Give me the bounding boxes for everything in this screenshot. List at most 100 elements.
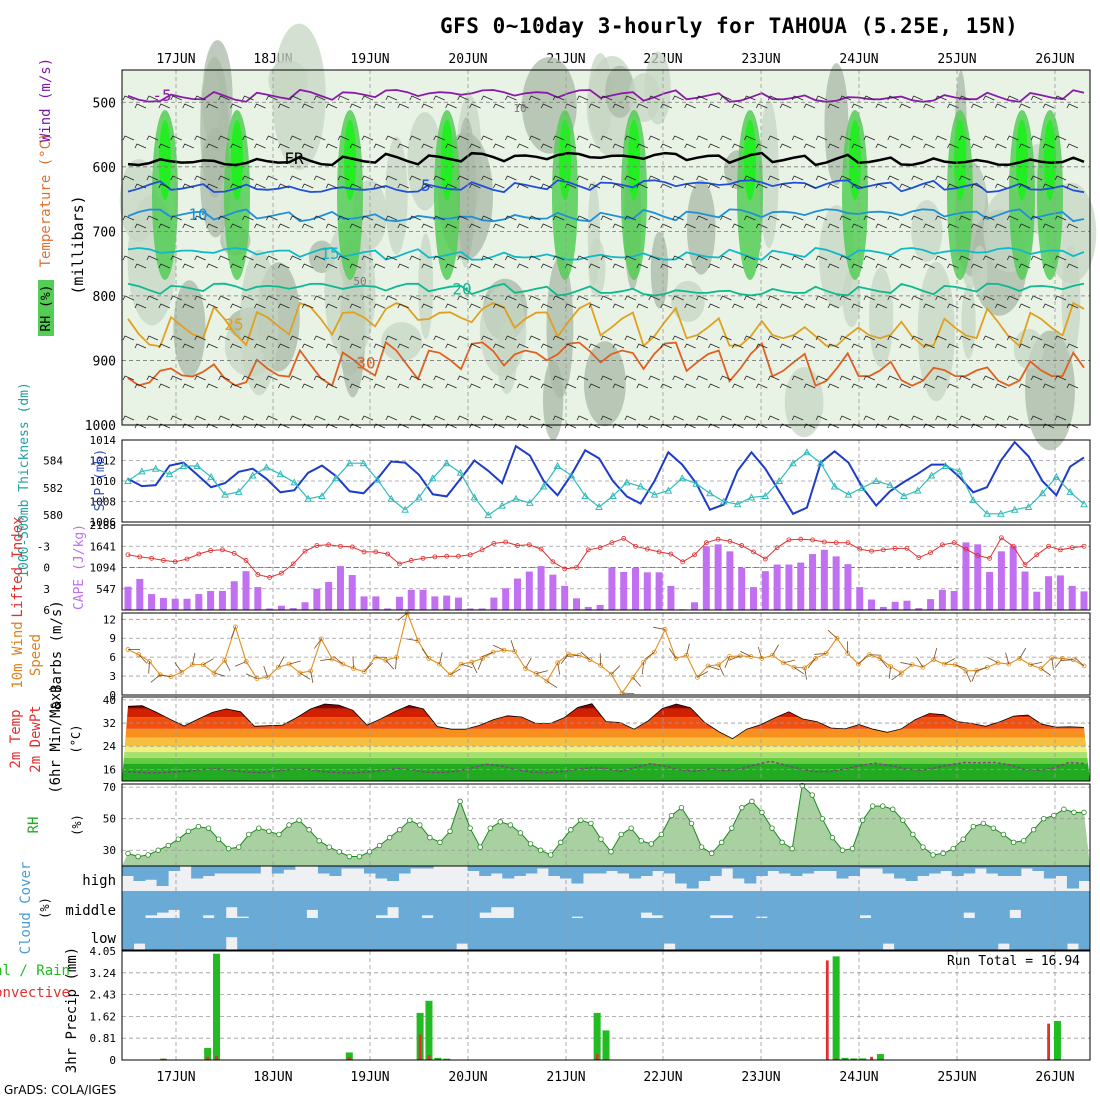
wind-barb [373,383,386,389]
thickness-point [872,476,881,484]
wind-speed-point [318,636,324,642]
wind-barb [421,263,433,269]
cloud-cover-cell [191,918,204,950]
rh-point [608,849,614,855]
lifted-index-point [798,536,804,542]
wind-barb [815,95,828,101]
wind-barb [708,223,720,229]
wind-barb [182,383,194,389]
wind-barb [911,95,923,101]
wind-barb [959,255,971,261]
wind-barb [1006,95,1019,101]
rh-point [1010,839,1017,846]
cloud-cover-cell [122,866,135,876]
wind-barb [600,255,613,261]
wind-barb [815,175,828,181]
wind-barb [588,103,601,109]
thickness-point [775,476,784,484]
cloud-cover-cell [813,866,826,871]
cape-bar [1045,576,1053,610]
wind-barb [612,423,625,429]
wind-barb [755,383,768,389]
wind-barb [1018,343,1031,349]
wind-barb [1019,647,1027,659]
wind-barb [994,423,1007,429]
wind-barb [839,295,852,301]
wind-speed-point [1081,663,1087,669]
wind-barb [740,650,752,657]
thickness-point [706,489,714,497]
wind-barb [684,383,696,389]
wind-barb [457,175,469,181]
wind-barb [588,263,601,269]
wind-barb [254,263,266,269]
lifted-index-point [290,561,296,567]
wind-barb [266,295,278,301]
lifted-index-point [715,536,721,542]
wind-barb [122,375,135,381]
wind-speed-point [727,654,732,659]
cloud-cover-cell [168,918,181,950]
rh-point [1041,815,1047,822]
cloud-cover-cell [940,918,953,950]
cape-bar [360,596,368,610]
lifted-index-tick-label: 6 [43,604,50,617]
cape-bar [525,571,533,610]
wind-barb [560,653,569,664]
cape-bar [218,590,226,610]
cloud-cover-cell [974,866,987,869]
wind-barb [218,255,230,261]
wind-barb [899,343,911,349]
wind-speed-point [383,657,389,663]
wind-barb [146,215,159,221]
rh-contour-region [268,60,308,101]
wind-barb [266,135,278,141]
temperature-legend-label: Temperature (°C) [38,133,54,268]
wind-barb [409,95,421,101]
cape-bar [891,601,899,610]
wind-barb [313,335,326,341]
cloud-cover-cell [986,866,999,874]
wind-barb [146,175,159,181]
wind-barb [242,135,254,141]
rh-point [628,825,634,831]
cloud-cover-cell [352,866,365,869]
cloud-cover-cell [606,918,619,950]
wind-barb [863,135,876,141]
cloud-cover-cell [1055,866,1068,876]
lifted-index-point [243,558,249,563]
cloud-cover-cell [894,891,907,918]
wind-barb [887,415,899,421]
wind-barb [851,143,864,149]
wind-speed-point [179,669,185,675]
wind-barb [254,423,266,429]
wind-barb [421,143,433,149]
wind-barb [552,415,565,421]
date-label-bottom: 25JUN [937,1070,976,1085]
wind-barb [230,423,242,429]
cloud-cover-cell [214,891,227,918]
wind-barb [516,223,529,229]
wind-barb [911,255,923,261]
wind-barb [493,343,505,349]
wind-barb [385,215,398,221]
wind-barb [301,103,314,109]
wind-barb [767,135,780,141]
cape-bar [395,596,403,610]
wind-barb [277,343,290,349]
lifted-index-point [184,556,190,562]
wind-barb [791,135,804,141]
thickness-point [650,490,659,498]
thickness-point [498,501,506,509]
cloud-cover-cell [202,866,215,876]
wind-barb [947,183,959,189]
cloud-cover-cell [467,891,480,918]
wind-barb [875,183,887,189]
wind-barb [648,335,660,341]
cloud-axis-title: Cloud Cover [18,862,34,955]
rh-point [376,842,383,849]
wind-barb [361,415,374,421]
wind-barb [935,255,947,261]
wind-barb [959,415,971,421]
wind-barb [863,215,876,221]
